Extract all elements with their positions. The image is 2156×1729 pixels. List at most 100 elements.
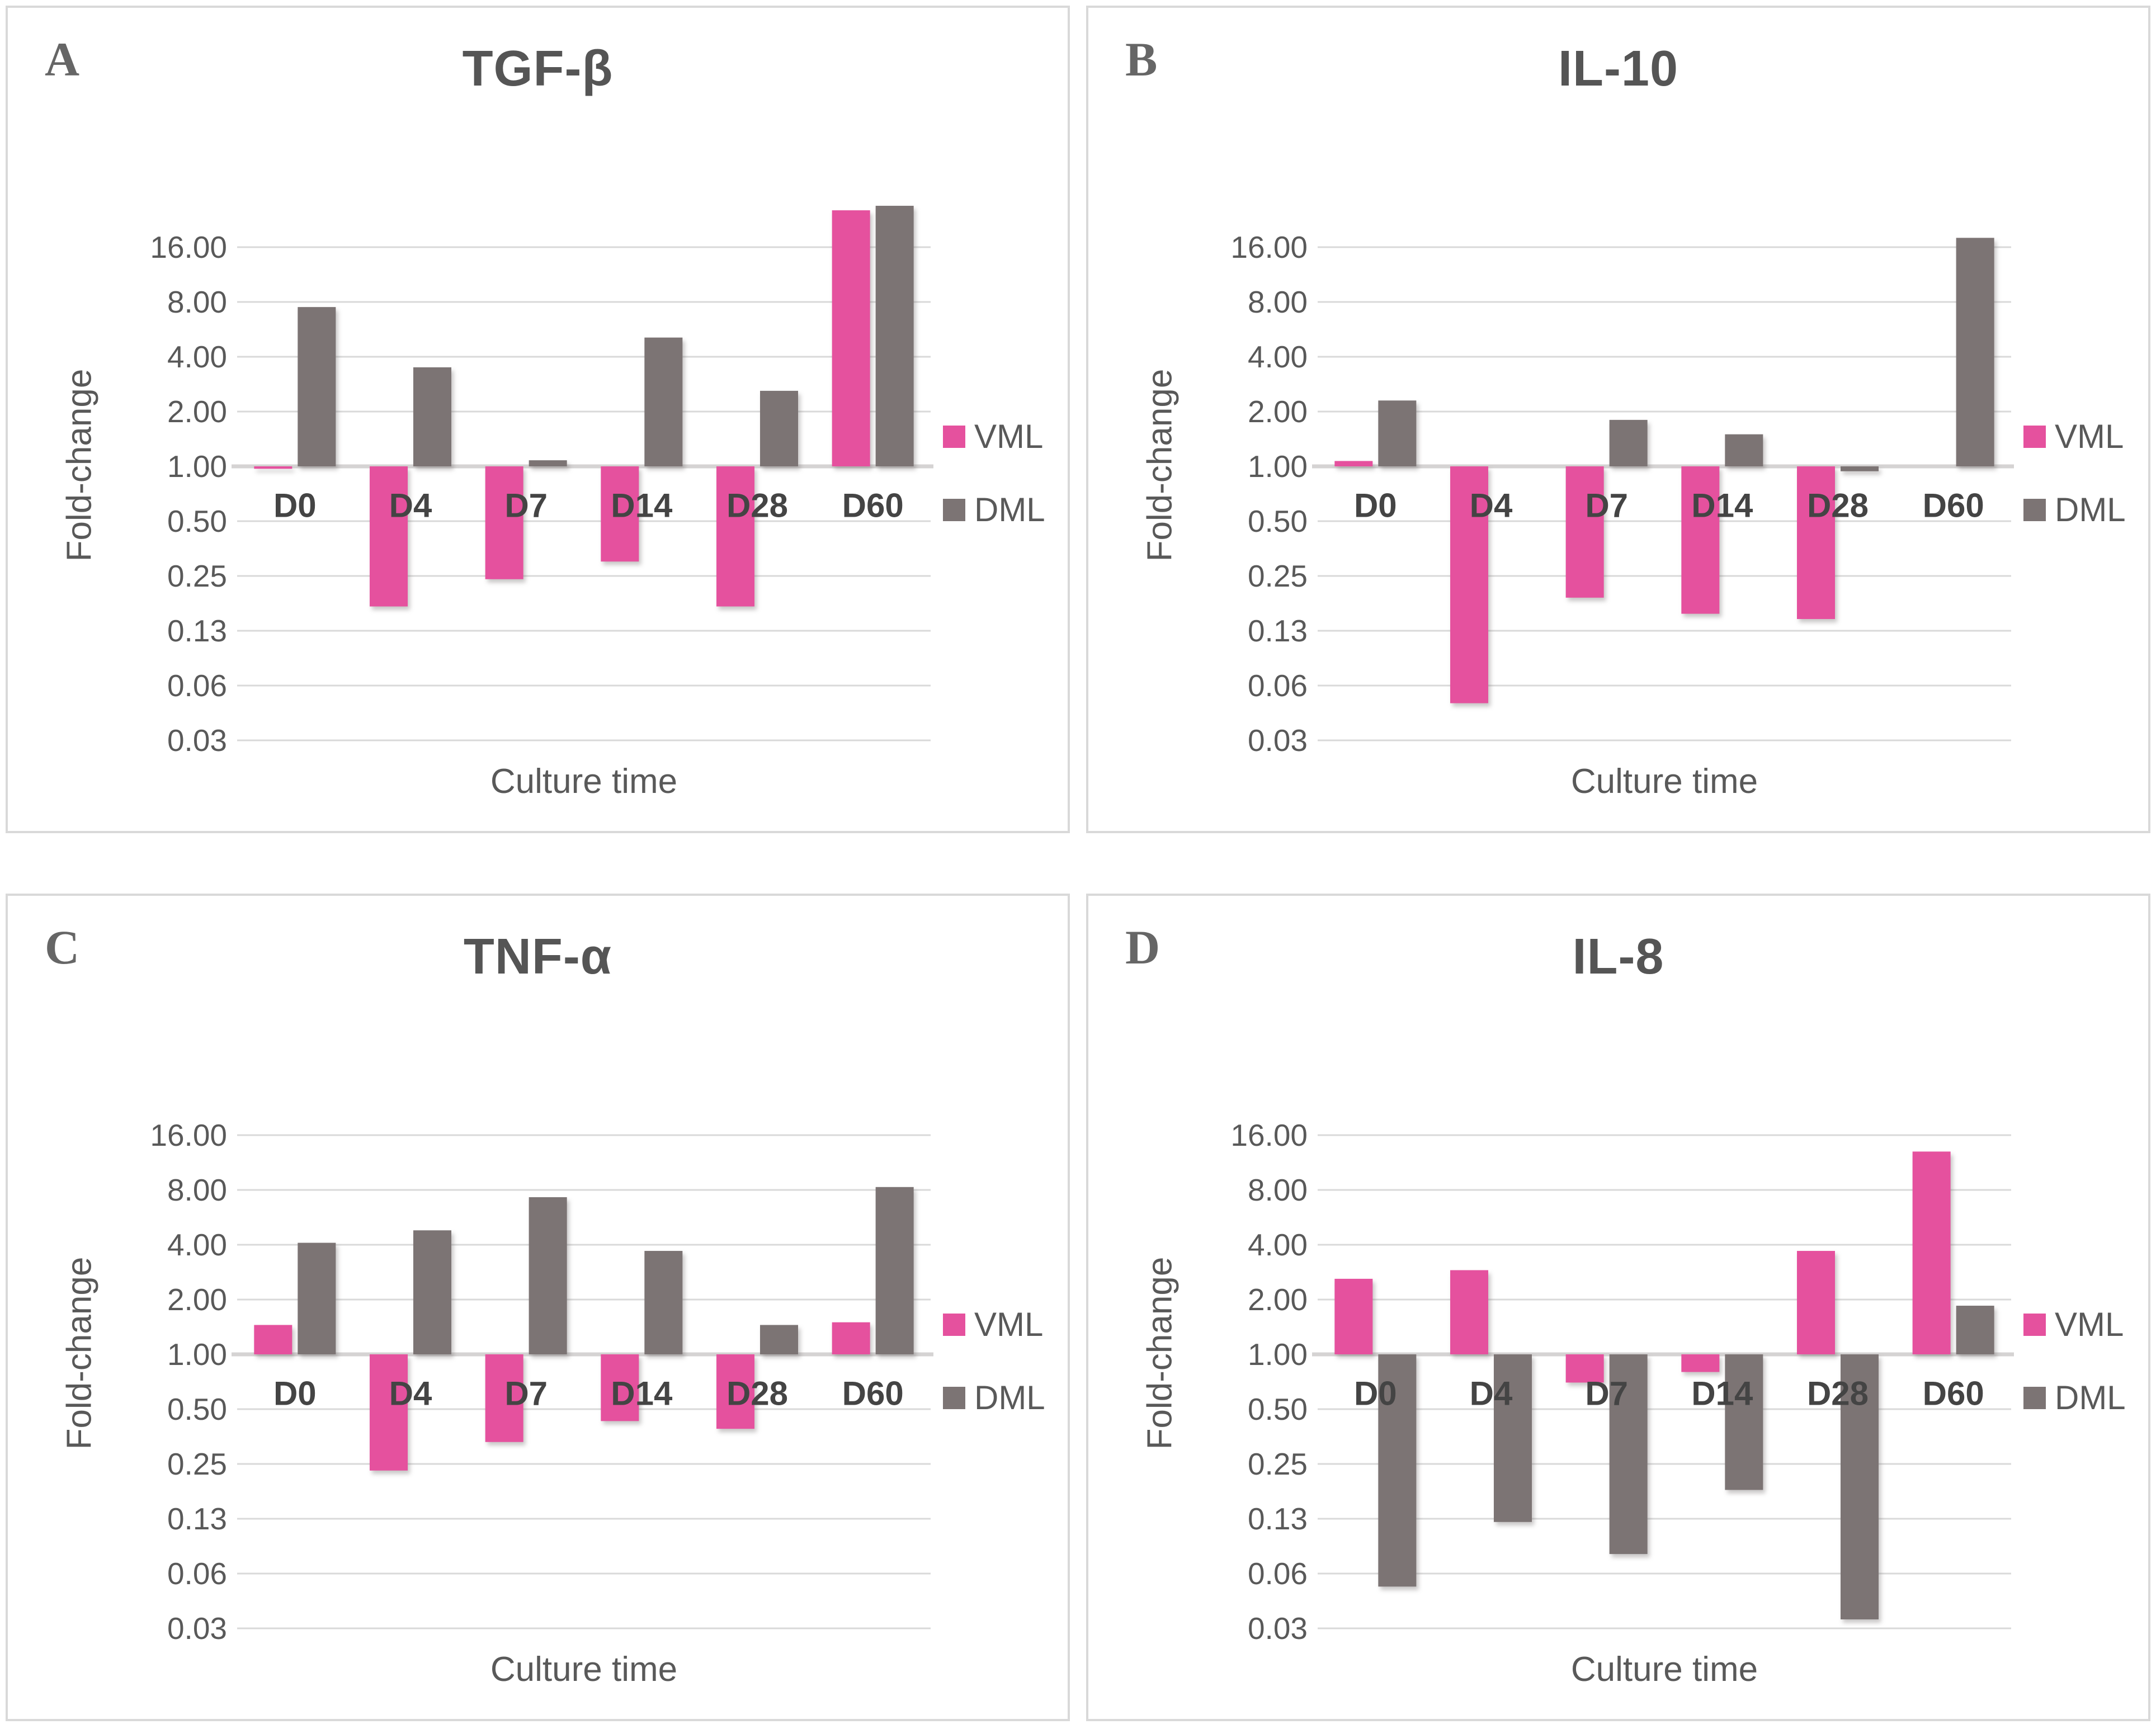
y-tick-label: 0.50 [167, 504, 227, 538]
bar-vml-D4 [370, 466, 408, 607]
y-tick-label: 0.25 [167, 1447, 227, 1481]
panel-b: B IL-10 Fold-change 16.00 8.00 4.00 2.00 1.0… [1086, 6, 2150, 833]
legend: VML DML [2023, 417, 2126, 564]
category-label-D7: D7 [504, 1375, 548, 1413]
y-tick-label: 0.03 [1248, 723, 1308, 758]
bar-dml-D0 [1378, 400, 1417, 466]
y-tick-label: 0.03 [167, 1611, 227, 1646]
bar-dml-D28 [1841, 1354, 1879, 1619]
y-tick-label: 4.00 [1248, 1227, 1308, 1262]
bar-dml-D0 [298, 307, 336, 466]
chart-title-il8: IL-8 [1572, 929, 1664, 985]
dml-swatch-icon [943, 1386, 965, 1409]
bar-vml-D4 [1450, 1270, 1488, 1354]
dml-swatch-icon [2023, 498, 2046, 521]
bar-dml-D28 [760, 1325, 798, 1354]
bar-dml-D7 [529, 460, 567, 466]
plot-area-c: 16.00 8.00 4.00 2.00 1.00 0.50 0.25 0.13 0.06 0.0… [150, 1118, 933, 1646]
bar-vml-D60 [832, 210, 870, 466]
vml-swatch-icon [2023, 1313, 2046, 1336]
y-tick-label: 8.00 [1248, 285, 1308, 319]
category-label-D14: D14 [1691, 1375, 1753, 1413]
legend-item-vml: VML [2023, 1305, 2126, 1344]
bar-dml-D4 [413, 367, 451, 466]
x-axis-title: Culture time [1570, 1650, 1758, 1689]
category-label-D4: D4 [1470, 487, 1513, 525]
bar-vml-D28 [716, 1354, 754, 1429]
bar-dml-D14 [1725, 434, 1763, 466]
bar-vml-D7 [485, 466, 523, 579]
bar-vml-D28 [1797, 466, 1835, 620]
chart-title-il10: IL-10 [1558, 41, 1679, 97]
category-label-D60: D60 [1923, 1375, 1984, 1413]
panel-d: D IL-8 Fold-change 16.00 8.00 4.00 2.00 1.00… [1086, 894, 2150, 1721]
vml-swatch-icon [943, 425, 965, 448]
y-tick-label: 2.00 [167, 394, 227, 429]
legend-item-dml: DML [943, 1378, 1045, 1417]
y-tick-label: 0.50 [1248, 1392, 1308, 1426]
legend-label-vml: VML [974, 1306, 1044, 1343]
category-label-D14: D14 [611, 1375, 673, 1413]
legend-label-vml: VML [2055, 1306, 2124, 1343]
legend-item-vml: VML [2023, 417, 2126, 456]
bar-vml-D60 [832, 1322, 870, 1354]
y-tick-label: 0.03 [167, 723, 227, 758]
category-label-D0: D0 [273, 487, 317, 525]
y-tick-label: 0.13 [167, 613, 227, 648]
legend-label-dml: DML [974, 1379, 1045, 1416]
bar-vml-D0 [1334, 461, 1373, 466]
category-label-D7: D7 [504, 487, 548, 525]
panel-letter-c: C [45, 920, 80, 974]
bar-dml-D60 [1956, 1306, 1994, 1354]
y-tick-label: 16.00 [150, 1118, 227, 1152]
y-tick-label: 0.13 [1248, 1501, 1308, 1536]
legend-label-dml: DML [2055, 1379, 2126, 1416]
bar-dml-D60 [875, 206, 914, 466]
legend-item-dml: DML [2023, 1378, 2126, 1417]
category-label-D7: D7 [1585, 487, 1628, 525]
bar-vml-D14 [601, 466, 639, 562]
y-tick-label: 1.00 [167, 449, 227, 484]
plot-area-b: 16.00 8.00 4.00 2.00 1.00 0.50 0.25 0.13 0.06 0.0… [1230, 230, 2014, 758]
panel-a: A TGF-β Fold-change 16.00 8.00 4.00 2.00 1.0… [6, 6, 1070, 833]
legend-label-dml: DML [974, 491, 1045, 528]
dml-swatch-icon [2023, 1386, 2046, 1409]
y-tick-label: 0.50 [167, 1392, 227, 1426]
bar-vml-D60 [1912, 1151, 1951, 1354]
y-tick-label: 2.00 [1248, 394, 1308, 429]
legend-item-dml: DML [2023, 490, 2126, 529]
y-tick-label: 8.00 [167, 285, 227, 319]
legend: VML DML [2023, 1305, 2126, 1452]
bar-vml-D28 [1797, 1251, 1835, 1354]
x-axis-title: Culture time [1570, 762, 1758, 801]
bar-vml-D7 [1565, 466, 1604, 598]
bar-dml-D4 [413, 1230, 451, 1354]
category-label-D28: D28 [726, 487, 788, 525]
vml-swatch-icon [943, 1313, 965, 1336]
plot-area-a: 16.00 8.00 4.00 2.00 1.00 0.50 0.25 0.13 0.06 0.0… [150, 206, 933, 758]
y-tick-label: 16.00 [1230, 1118, 1308, 1152]
bar-dml-D0 [298, 1243, 336, 1354]
y-tick-label: 0.06 [1248, 668, 1308, 703]
category-label-D14: D14 [611, 487, 673, 525]
category-label-D4: D4 [389, 487, 432, 525]
legend-label-dml: DML [2055, 491, 2126, 528]
bar-vml-D7 [485, 1354, 523, 1442]
y-tick-label: 0.25 [1248, 559, 1308, 593]
y-tick-label: 0.13 [167, 1501, 227, 1536]
bar-vml-D7 [1565, 1354, 1604, 1383]
y-tick-label: 16.00 [1230, 230, 1308, 264]
bar-vml-D14 [601, 1354, 639, 1421]
category-label-D4: D4 [1470, 1375, 1513, 1413]
legend: VML DML [943, 1305, 1045, 1452]
category-label-D0: D0 [1354, 487, 1397, 525]
bar-dml-D28 [1841, 466, 1879, 471]
category-label-D28: D28 [1807, 487, 1869, 525]
category-label-D0: D0 [1354, 1375, 1397, 1413]
y-tick-label: 1.00 [167, 1337, 227, 1372]
category-label-D60: D60 [1923, 487, 1984, 525]
y-tick-label: 0.06 [1248, 1556, 1308, 1591]
legend-label-vml: VML [974, 418, 1044, 455]
dml-swatch-icon [943, 498, 965, 521]
